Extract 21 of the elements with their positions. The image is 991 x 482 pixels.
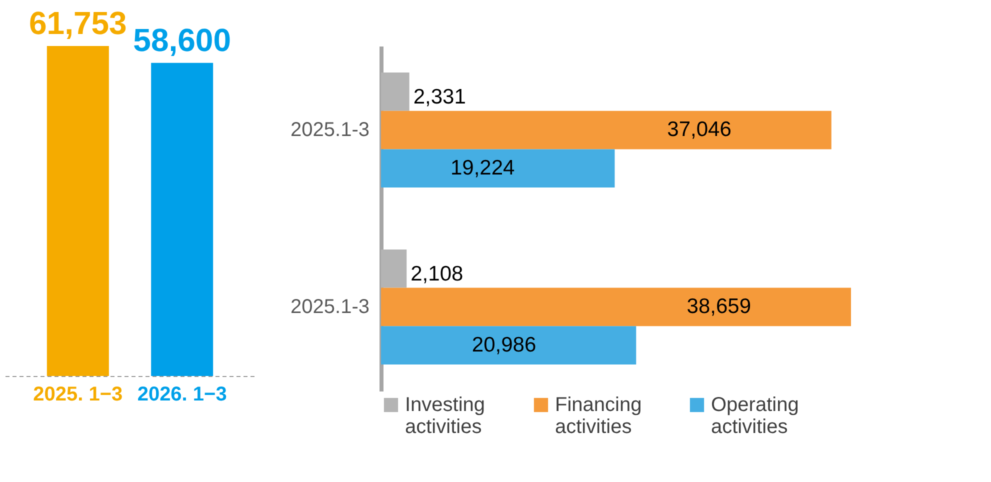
data-label: 58,600 xyxy=(133,22,232,58)
x-tick-label: 2026. 1−3 xyxy=(137,384,227,406)
bar xyxy=(381,110,832,150)
y-tick-label: 2025.1-3 xyxy=(290,296,370,318)
bar xyxy=(381,326,636,364)
bar xyxy=(381,72,410,111)
data-label: 37,046 xyxy=(667,118,732,142)
data-label: 61,753 xyxy=(28,5,127,41)
data-label: 2,331 xyxy=(413,86,466,109)
bar xyxy=(381,249,407,288)
x-tick-label: 2025. 1−3 xyxy=(33,384,123,406)
legend-label: Financing activities xyxy=(555,394,642,438)
data-label: 38,659 xyxy=(686,294,751,318)
data-label: 20,986 xyxy=(472,333,536,356)
legend-label: Operating activities xyxy=(711,394,799,438)
bar xyxy=(381,149,615,188)
data-label: 2,108 xyxy=(410,262,464,286)
y-tick-label: 2025.1-3 xyxy=(290,119,370,142)
legend-label: Investing activities xyxy=(405,394,486,438)
data-label: 19,224 xyxy=(450,156,516,180)
bar xyxy=(381,288,851,326)
